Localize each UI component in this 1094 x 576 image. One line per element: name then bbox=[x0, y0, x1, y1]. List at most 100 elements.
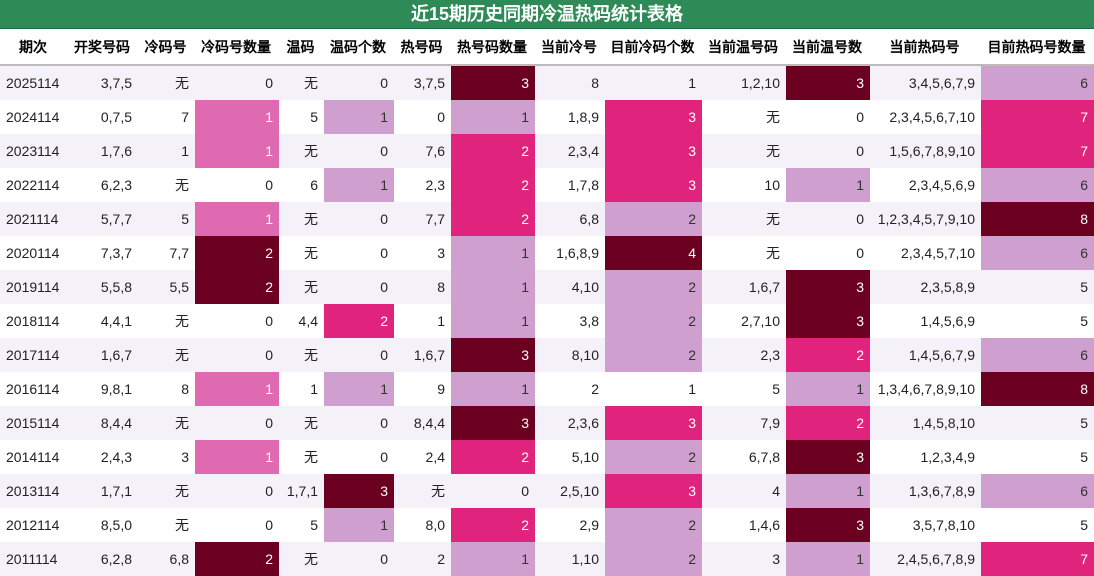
cell-warm-numbers: 无 bbox=[279, 406, 324, 440]
table-row: 2022114 6,2,3 无 0 6 1 2,3 2 1,7,8 3 10 1 2,3,4,5,6,9… bbox=[0, 168, 1094, 202]
cell-warm-count: 0 bbox=[324, 338, 394, 372]
cell-current-warm-count: 3 bbox=[786, 508, 870, 542]
cell-warm-numbers: 无 bbox=[279, 542, 324, 576]
cell-current-cold-count: 2 bbox=[605, 542, 702, 576]
cell-current-cold: 8,10 bbox=[535, 338, 605, 372]
cell-current-cold: 1,8,9 bbox=[535, 100, 605, 134]
cell-hot-numbers: 2,3 bbox=[394, 168, 451, 202]
cell-cold-count: 1 bbox=[195, 202, 279, 236]
cell-warm-count: 3 bbox=[324, 474, 394, 508]
cell-hot-count: 1 bbox=[451, 100, 535, 134]
cell-current-cold-count: 3 bbox=[605, 134, 702, 168]
cell-current-hot-count: 6 bbox=[981, 236, 1094, 270]
cell-cold-count: 0 bbox=[195, 474, 279, 508]
cell-current-warm-count: 0 bbox=[786, 134, 870, 168]
cell-current-hot-count: 7 bbox=[981, 134, 1094, 168]
cell-current-hot-count: 5 bbox=[981, 440, 1094, 474]
cell-cold-numbers: 5 bbox=[138, 202, 195, 236]
cell-current-cold-count: 1 bbox=[605, 372, 702, 406]
cell-hot-numbers: 1 bbox=[394, 304, 451, 338]
cell-hot-numbers: 2 bbox=[394, 542, 451, 576]
cell-cold-numbers: 6,8 bbox=[138, 542, 195, 576]
cell-warm-numbers: 无 bbox=[279, 236, 324, 270]
cell-draw-numbers: 6,2,3 bbox=[68, 168, 138, 202]
cell-draw-numbers: 7,3,7 bbox=[68, 236, 138, 270]
cell-warm-count: 0 bbox=[324, 270, 394, 304]
col-header-warm-count: 温码个数 bbox=[324, 29, 394, 65]
cell-current-warm: 6,7,8 bbox=[702, 440, 786, 474]
cell-hot-numbers: 1,6,7 bbox=[394, 338, 451, 372]
cell-cold-numbers: 8 bbox=[138, 372, 195, 406]
cell-draw-numbers: 5,5,8 bbox=[68, 270, 138, 304]
cell-issue: 2016114 bbox=[0, 372, 68, 406]
cell-hot-count: 0 bbox=[451, 474, 535, 508]
table-row: 2024114 0,7,5 7 1 5 1 0 1 1,8,9 3 无 0 2,3,4,5,6,7,10… bbox=[0, 100, 1094, 134]
cell-warm-numbers: 无 bbox=[279, 270, 324, 304]
cell-issue: 2021114 bbox=[0, 202, 68, 236]
cell-current-cold: 1,10 bbox=[535, 542, 605, 576]
cell-hot-count: 1 bbox=[451, 270, 535, 304]
cell-current-warm: 2,7,10 bbox=[702, 304, 786, 338]
cell-cold-count: 1 bbox=[195, 100, 279, 134]
cell-issue: 2024114 bbox=[0, 100, 68, 134]
cell-warm-count: 1 bbox=[324, 100, 394, 134]
cell-current-cold: 8 bbox=[535, 65, 605, 100]
cell-hot-count: 1 bbox=[451, 542, 535, 576]
cell-cold-count: 2 bbox=[195, 236, 279, 270]
cell-current-hot: 2,3,4,5,7,10 bbox=[870, 236, 981, 270]
cell-current-warm: 5 bbox=[702, 372, 786, 406]
cell-current-hot-count: 5 bbox=[981, 304, 1094, 338]
cell-current-hot: 1,4,5,6,7,9 bbox=[870, 338, 981, 372]
cell-current-hot-count: 7 bbox=[981, 100, 1094, 134]
cell-current-hot-count: 6 bbox=[981, 338, 1094, 372]
cell-current-warm-count: 3 bbox=[786, 440, 870, 474]
cell-current-cold: 2,3,4 bbox=[535, 134, 605, 168]
cell-warm-numbers: 无 bbox=[279, 338, 324, 372]
cell-hot-count: 1 bbox=[451, 304, 535, 338]
cell-cold-count: 1 bbox=[195, 372, 279, 406]
cell-current-cold: 2 bbox=[535, 372, 605, 406]
cell-warm-numbers: 1 bbox=[279, 372, 324, 406]
cell-current-hot: 1,4,5,6,9 bbox=[870, 304, 981, 338]
cell-hot-count: 2 bbox=[451, 168, 535, 202]
cell-hot-count: 3 bbox=[451, 406, 535, 440]
cell-issue: 2017114 bbox=[0, 338, 68, 372]
cell-draw-numbers: 4,4,1 bbox=[68, 304, 138, 338]
cell-current-warm-count: 1 bbox=[786, 542, 870, 576]
cell-current-cold: 4,10 bbox=[535, 270, 605, 304]
cell-issue: 2012114 bbox=[0, 508, 68, 542]
table-row: 2013114 1,7,1 无 0 1,7,1 3 无 0 2,5,10 3 4 1 1,3,6,7,8… bbox=[0, 474, 1094, 508]
cell-cold-numbers: 无 bbox=[138, 508, 195, 542]
cell-current-hot: 1,2,3,4,5,7,9,10 bbox=[870, 202, 981, 236]
table-row: 2015114 8,4,4 无 0 无 0 8,4,4 3 2,3,6 3 7,9 2 1,4,5,8,… bbox=[0, 406, 1094, 440]
table-row: 2021114 5,7,7 5 1 无 0 7,7 2 6,8 2 无 0 1,2,3,4,5,7,9,… bbox=[0, 202, 1094, 236]
cell-current-warm: 无 bbox=[702, 236, 786, 270]
cell-issue: 2023114 bbox=[0, 134, 68, 168]
cell-issue: 2022114 bbox=[0, 168, 68, 202]
cell-warm-count: 1 bbox=[324, 372, 394, 406]
cell-draw-numbers: 6,2,8 bbox=[68, 542, 138, 576]
cell-cold-count: 1 bbox=[195, 440, 279, 474]
table-row: 2016114 9,8,1 8 1 1 1 9 1 2 1 5 1 1,3,4,6,7,8,9,10 8 bbox=[0, 372, 1094, 406]
cell-issue: 2013114 bbox=[0, 474, 68, 508]
cell-hot-numbers: 8 bbox=[394, 270, 451, 304]
cell-warm-count: 0 bbox=[324, 406, 394, 440]
cell-current-hot: 1,2,3,4,9 bbox=[870, 440, 981, 474]
table-row: 2019114 5,5,8 5,5 2 无 0 8 1 4,10 2 1,6,7 3 2,3,5,8,9… bbox=[0, 270, 1094, 304]
cell-current-hot: 2,3,5,8,9 bbox=[870, 270, 981, 304]
col-header-current-warm: 当前温号码 bbox=[702, 29, 786, 65]
cell-current-cold-count: 3 bbox=[605, 168, 702, 202]
cell-warm-count: 0 bbox=[324, 440, 394, 474]
cell-cold-numbers: 无 bbox=[138, 406, 195, 440]
cell-cold-count: 0 bbox=[195, 508, 279, 542]
cell-hot-count: 2 bbox=[451, 440, 535, 474]
cell-hot-count: 2 bbox=[451, 508, 535, 542]
cell-hot-count: 3 bbox=[451, 338, 535, 372]
cell-current-warm-count: 0 bbox=[786, 100, 870, 134]
cell-warm-numbers: 无 bbox=[279, 202, 324, 236]
cell-issue: 2025114 bbox=[0, 65, 68, 100]
cell-current-hot: 3,4,5,6,7,9 bbox=[870, 65, 981, 100]
cell-cold-count: 2 bbox=[195, 270, 279, 304]
cell-cold-numbers: 无 bbox=[138, 168, 195, 202]
cell-current-warm: 2,3 bbox=[702, 338, 786, 372]
